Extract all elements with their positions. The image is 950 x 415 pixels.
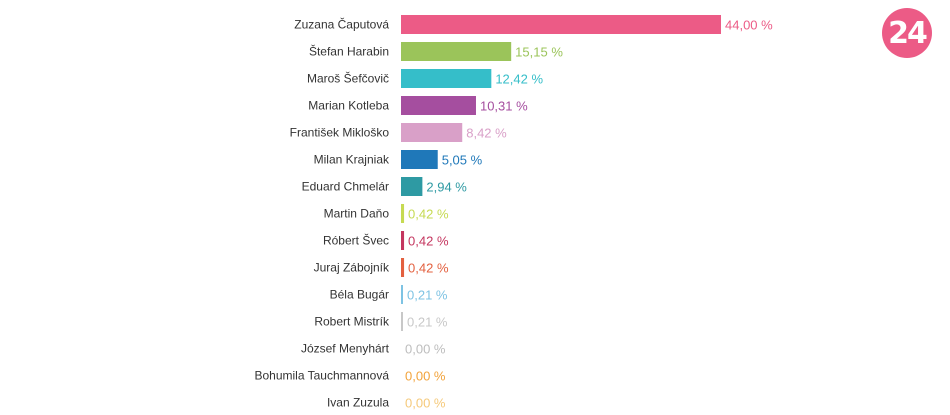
value-label: 0,21 %: [407, 288, 448, 303]
value-label: 12,42 %: [495, 72, 543, 87]
value-label: 2,94 %: [426, 180, 467, 195]
bar[interactable]: [401, 150, 438, 169]
bar[interactable]: [401, 69, 492, 88]
category-label: Béla Bugár: [330, 288, 389, 302]
category-label: Ivan Zuzula: [327, 396, 389, 410]
category-label: Štefan Harabin: [309, 44, 389, 59]
category-label: František Mikloško: [290, 126, 390, 140]
value-label: 0,42 %: [408, 261, 449, 276]
bar[interactable]: [401, 177, 423, 196]
category-label: Marian Kotleba: [308, 99, 389, 113]
value-label: 0,00 %: [405, 396, 446, 411]
value-label: 0,00 %: [405, 342, 446, 357]
category-label: Bohumila Tauchmannová: [254, 369, 389, 383]
bar[interactable]: [401, 204, 405, 223]
bar[interactable]: [401, 123, 463, 142]
bar[interactable]: [401, 96, 476, 115]
category-label: Robert Mistrík: [314, 315, 390, 329]
bar[interactable]: [401, 258, 405, 277]
category-label: Maroš Šefčovič: [307, 71, 389, 86]
bar[interactable]: [401, 42, 512, 61]
value-label: 0,21 %: [407, 315, 448, 330]
value-label: 44,00 %: [725, 18, 773, 33]
value-label: 15,15 %: [515, 45, 563, 60]
category-label: Martin Daňo: [324, 207, 390, 221]
category-label: Eduard Chmelár: [302, 180, 389, 194]
logo-text: 24: [888, 15, 928, 51]
category-label: Milan Krajniak: [314, 153, 390, 167]
value-label: 10,31 %: [480, 99, 528, 114]
logo-24-icon: 24: [882, 8, 932, 58]
value-label: 0,42 %: [408, 207, 449, 222]
bar[interactable]: [401, 312, 403, 331]
category-label: József Menyhárt: [301, 342, 390, 356]
value-label: 8,42 %: [466, 126, 507, 141]
value-label: 0,42 %: [408, 234, 449, 249]
category-label: Zuzana Čaputová: [294, 17, 389, 32]
bar[interactable]: [401, 15, 721, 34]
category-label: Róbert Švec: [323, 233, 389, 248]
category-label: Juraj Zábojník: [314, 261, 390, 275]
bar[interactable]: [401, 285, 403, 304]
value-label: 5,05 %: [442, 153, 483, 168]
value-label: 0,00 %: [405, 369, 446, 384]
bar[interactable]: [401, 231, 405, 250]
